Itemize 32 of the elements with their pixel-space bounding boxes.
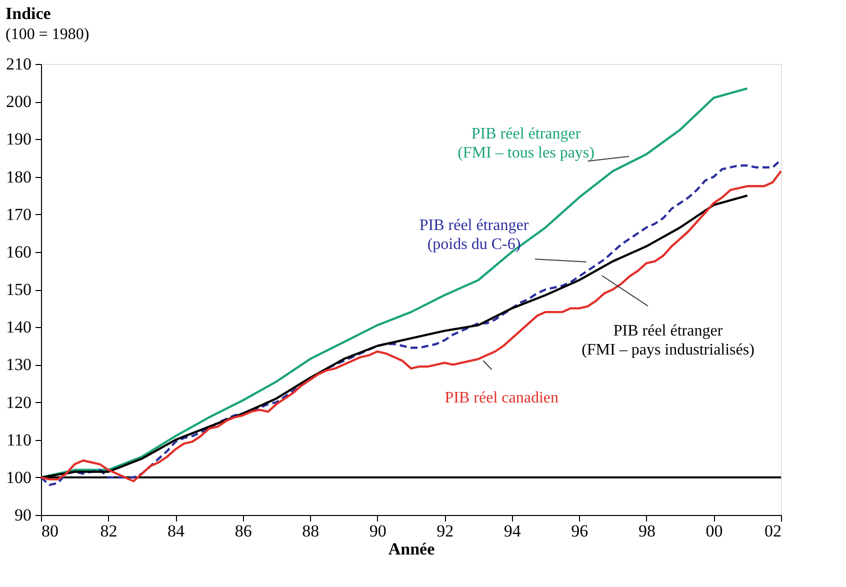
y-tick-label: 180 <box>6 167 32 186</box>
x-tick-label: 00 <box>706 522 723 540</box>
x-tick-label: 82 <box>100 522 118 540</box>
y-tick-label: 130 <box>6 355 32 374</box>
x-tick-label: 92 <box>436 522 454 540</box>
x-tick-label: 94 <box>504 522 522 540</box>
y-tick-label: 210 <box>6 54 32 74</box>
x-tick-label: 90 <box>369 522 386 540</box>
y-tick-label: 100 <box>6 468 32 487</box>
y-tick-label: 160 <box>6 242 32 262</box>
x-tick-label: 86 <box>234 522 252 540</box>
y-axis-title: Indice <box>6 4 52 23</box>
x-tick-label: 84 <box>168 522 186 540</box>
text: PIB réel étranger (poids du C-6) <box>419 217 530 254</box>
y-tick-label: 200 <box>6 92 32 112</box>
y-tick-label: 110 <box>6 430 32 450</box>
y-tick-label: 90 <box>14 506 32 524</box>
y-tick-label: 140 <box>6 318 32 337</box>
text: PIB réel étranger (FMI – pays industrialisés) <box>582 322 754 359</box>
x-tick-label: 88 <box>302 522 320 540</box>
series-label: PIB réel étranger (FMI – tous les pays) <box>458 125 594 162</box>
series-label: PIB réel canadien <box>444 390 559 407</box>
x-tick-label: 02 <box>764 522 782 540</box>
x-tick-label: 96 <box>571 522 588 540</box>
y-tick-label: 150 <box>6 280 32 299</box>
text: (100 = 1980) <box>6 26 90 43</box>
x-tick-label: 98 <box>638 522 656 540</box>
x-tick-label: 80 <box>42 522 58 540</box>
x-axis-title: Année <box>388 540 436 558</box>
y-tick-label: 120 <box>6 392 32 412</box>
y-tick-label: 190 <box>6 130 32 149</box>
y-tick-label: 170 <box>6 204 32 224</box>
